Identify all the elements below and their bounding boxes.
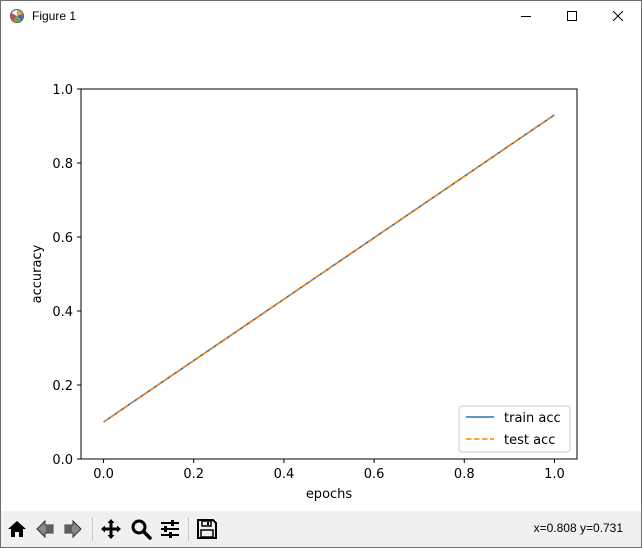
forward-button[interactable] [60,515,86,543]
maximize-icon [567,11,577,21]
navigation-toolbar: x=0.808 y=0.731 [1,511,641,547]
toolbar-separator [92,517,93,541]
y-tick-label: 0.2 [52,379,73,394]
close-icon [613,11,623,21]
y-tick-label: 0.4 [52,305,73,320]
series-line-test-acc [103,114,555,423]
x-tick-label: 1.0 [544,467,565,482]
x-tick-label: 0.0 [93,467,114,482]
back-button[interactable] [32,515,58,543]
move-icon [101,519,121,539]
back-arrow-icon [36,519,54,539]
matplotlib-logo-icon [10,9,24,23]
save-icon [197,519,217,539]
line-chart[interactable]: 0.0 0.2 0.4 0.6 0.8 1.0 0.0 0.2 0.4 0.6 0.8 1.0 epo… [1,31,641,511]
legend: train acc test acc [458,405,571,453]
legend-label-train-acc: train acc [504,411,561,426]
y-tick-label: 0.0 [52,453,73,468]
y-tick-label: 0.8 [52,157,73,172]
plot-area-frame [80,88,578,460]
sliders-icon [161,520,179,538]
cursor-coordinates: x=0.808 y=0.731 [533,521,623,535]
x-axis-label: epochs [306,487,353,502]
x-tick-label: 0.8 [454,467,475,482]
forward-arrow-icon [64,519,82,539]
figure-canvas[interactable]: 0.0 0.2 0.4 0.6 0.8 1.0 0.0 0.2 0.4 0.6 0.8 1.0 epo… [1,31,641,511]
toolbar-separator [188,517,189,541]
home-button[interactable] [4,515,30,543]
legend-label-test-acc: test acc [504,433,555,448]
title-bar[interactable]: Figure 1 [1,1,641,31]
window-title: Figure 1 [32,9,77,23]
minimize-icon [521,16,531,17]
minimize-button[interactable] [503,1,549,31]
x-tick-label: 0.4 [274,467,295,482]
configure-subplots-button[interactable] [157,515,183,543]
home-icon [8,521,26,537]
x-tick-label: 0.6 [364,467,385,482]
y-tick-label: 1.0 [52,83,73,98]
maximize-button[interactable] [549,1,595,31]
x-tick-label: 0.2 [183,467,204,482]
save-button[interactable] [194,515,220,543]
zoom-icon [131,519,152,540]
pan-button[interactable] [98,515,124,543]
y-axis-label: accuracy [30,244,45,303]
zoom-button[interactable] [128,515,154,543]
y-tick-label: 0.6 [52,231,73,246]
close-button[interactable] [595,1,641,31]
